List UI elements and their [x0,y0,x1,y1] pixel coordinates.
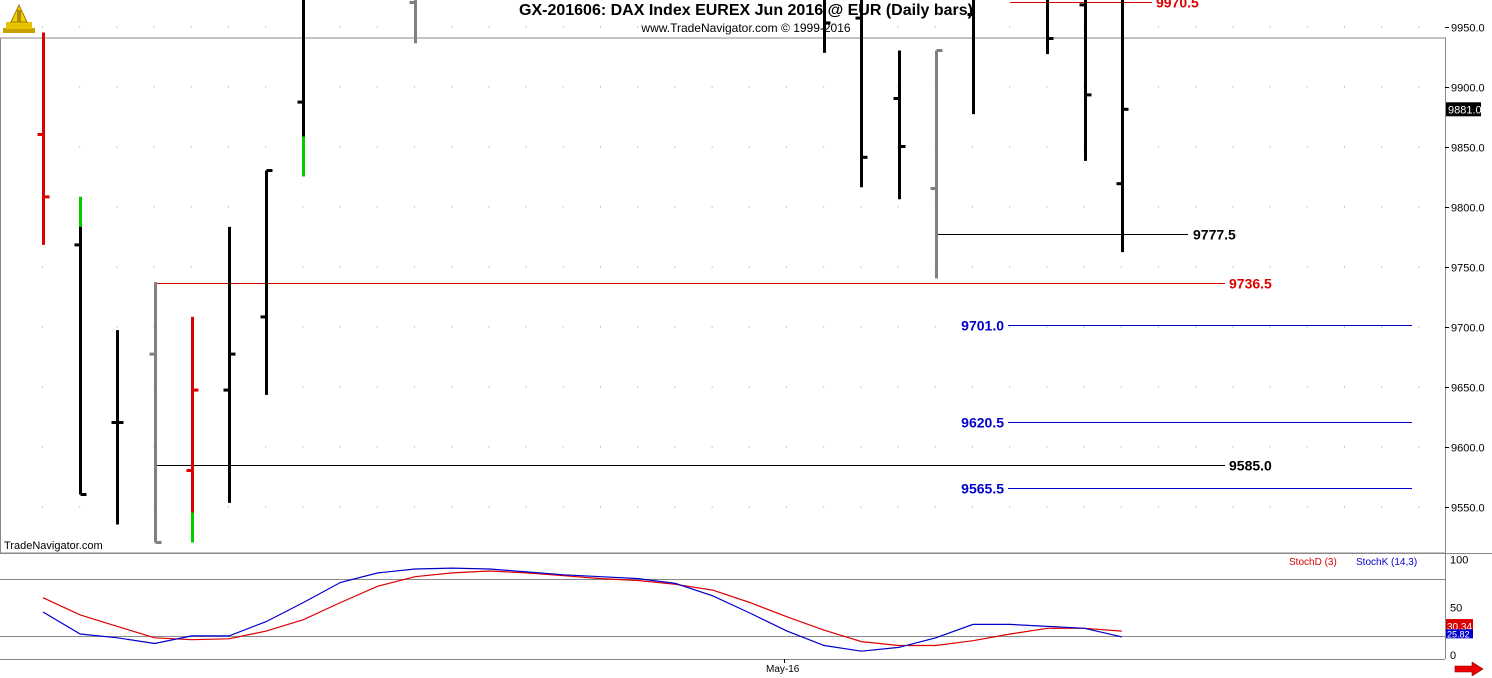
chart-frame [0,37,1492,554]
ohlc-bar [1046,0,1054,55]
ohlc-bar [149,282,162,544]
level-label: 9970.5 [1156,0,1199,11]
price-tick-label: 9950.0 [1451,23,1485,35]
price-tick-label: 9900.0 [1451,83,1485,95]
time-tick-label: May-16 [766,664,800,675]
price-axis[interactable]: 9550.0 9600.0 9650.0 9700.0 9750.0 9800.0 9850… [1445,0,1491,553]
ohlc-bar [74,196,87,496]
time-axis[interactable]: May-16 [766,659,800,675]
ohlc-bar [1116,0,1129,253]
last-price-label: 9881.0 [1448,104,1482,116]
price-tick-label: 9650.0 [1451,383,1485,395]
watermark-label: TradeNavigator.com [4,540,103,552]
chart-title: GX-201606: DAX Index EUREX Jun 2016 @ EU… [519,2,973,19]
chart-header: GX-201606: DAX Index EUREX Jun 2016 @ EU… [0,0,1492,38]
price-tick-label: 9750.0 [1451,263,1485,275]
stoch-k-value-box [1446,629,1473,639]
stoch-tick-label: 50 [1450,602,1462,614]
price-tick-label: 9600.0 [1451,443,1485,455]
last-price-box [1446,102,1481,117]
level-label: 9620.5 [961,415,1004,431]
trade-navigator-logo-icon [3,3,35,33]
stoch-d-line [42,570,1122,647]
stoch-tick-label: 100 [1450,555,1468,567]
legend-stoch-d: StochD (3) [1289,557,1337,568]
price-panel-border [0,37,1446,554]
price-tick-label: 9700.0 [1451,323,1485,335]
price-levels: 10319.010202.010129.010075.510023.59970.… [154,0,1412,497]
price-tick-label: 9550.0 [1451,503,1485,515]
level-label: 9736.5 [1229,276,1272,292]
grid-dots-path [42,26,1420,508]
stoch-k-value: 25.82 [1447,629,1470,639]
stoch-k-line [42,567,1122,652]
stoch-d-value-box [1446,619,1473,633]
level-label: 9585.0 [1229,458,1272,474]
legend-stoch-k: StochK (14,3) [1356,557,1417,568]
level-label: 9701.0 [961,318,1004,334]
price-tick-label: 9800.0 [1451,203,1485,215]
ohlc-bar [409,0,417,44]
stoch-d-value: 30.34 [1447,622,1472,633]
level-label: 9565.5 [961,481,1004,497]
ohlc-bar [37,32,50,245]
scroll-right-arrow-icon[interactable] [1454,662,1484,676]
ohlc-bar [186,316,199,543]
ohlc-bar [967,0,975,115]
price-tick-label: 9850.0 [1451,143,1485,155]
ohlc-bar [1079,0,1092,161]
price-bars [37,0,1129,544]
grid-dots [42,26,1420,508]
ohlc-bar [855,0,868,188]
ohlc-bar [930,49,943,279]
ohlc-bar [823,0,831,53]
ohlc-bar [111,330,124,525]
ohlc-bar [297,0,305,177]
level-label: 9777.5 [1193,227,1236,243]
last-price-marker: 9881.0 [1446,102,1482,117]
ohlc-bar [223,226,236,503]
chart-subtitle: www.TradeNavigator.com © 1999-2016 [641,21,851,35]
ohlc-bar [260,169,273,395]
ohlc-bar [893,50,906,200]
stoch-tick-label: 0 [1450,650,1456,662]
